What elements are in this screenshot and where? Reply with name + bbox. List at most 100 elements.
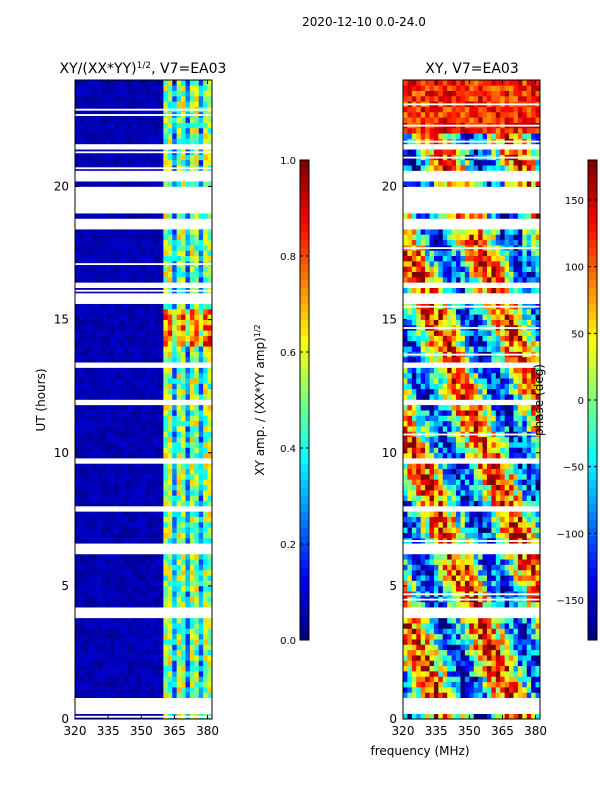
amp-heatmap-cell (145, 431, 151, 438)
amp-gap-row (75, 191, 212, 198)
amp-heatmap-cell (189, 660, 195, 667)
amp-heatmap-cell (167, 468, 173, 475)
amp-heatmap-cell (123, 277, 129, 283)
phase-heatmap-cell (460, 356, 466, 363)
amp-heatmap-cell (88, 80, 93, 86)
amp-heatmap-cell (101, 479, 107, 486)
phase-heatmap-cell (509, 511, 514, 517)
amp-heatmap-cell (181, 420, 186, 427)
amp-heatmap-cell (163, 474, 169, 480)
phase-heatmap-cell (509, 639, 514, 645)
amp-heatmap-cell (163, 564, 169, 571)
amp-heatmap-cell (97, 436, 102, 443)
amp-heatmap-cell (132, 314, 138, 320)
phase-heatmap-cell (416, 676, 421, 683)
amp-heatmap-cell (145, 633, 151, 640)
amp-heatmap-cell (88, 442, 93, 448)
phase-heatmap-cell (478, 639, 483, 645)
phase-heatmap-cell (442, 447, 448, 454)
amp-heatmap-cell (172, 308, 177, 315)
phase-heatmap-cell (495, 388, 501, 395)
phase-heatmap-cell (442, 655, 448, 661)
amp-heatmap-cell (79, 495, 85, 501)
amp-colorbar-swatch (300, 632, 309, 641)
amp-heatmap-cell (110, 687, 116, 693)
phase-heatmap-cell (486, 468, 492, 475)
phase-heatmap-cell (478, 420, 483, 427)
amp-heatmap-cell (83, 404, 89, 411)
amp-heatmap-cell (92, 410, 98, 416)
amp-heatmap-cell (114, 308, 120, 315)
phase-heatmap-cell (486, 463, 492, 470)
phase-heatmap-cell (464, 415, 470, 422)
amp-heatmap-cell (88, 601, 93, 608)
amp-heatmap-cell (128, 452, 133, 459)
amp-heatmap-cell (123, 335, 129, 342)
phase-heatmap-cell (509, 687, 514, 693)
amp-heatmap-cell (97, 271, 102, 278)
amp-heatmap-cell (105, 553, 111, 560)
amp-heatmap-cell (83, 532, 89, 539)
phase-heatmap-cell (416, 649, 421, 656)
amp-heatmap-cell (119, 681, 124, 688)
phase-heatmap-cell (407, 452, 413, 459)
phase-heatmap-cell (429, 436, 435, 443)
phase-heatmap-cell (491, 394, 497, 400)
amp-heatmap-cell (194, 681, 200, 688)
phase-heatmap-cell (429, 575, 435, 581)
phase-heatmap-cell (509, 479, 514, 486)
amp-heatmap-cell (158, 639, 164, 645)
amp-heatmap-cell (194, 596, 200, 603)
amp-heatmap-cell (198, 383, 204, 390)
amp-heatmap-cell (203, 415, 208, 422)
phase-heatmap-cell (513, 564, 519, 571)
amp-heatmap-cell (75, 239, 80, 246)
amp-colorbar-tick-label: 0.8 (280, 252, 296, 263)
phase-heatmap-cell (500, 394, 505, 400)
amp-heatmap-cell (123, 442, 129, 448)
phase-heatmap-cell (438, 601, 444, 608)
phase-heatmap-cell (464, 463, 470, 470)
amp-heatmap-cell (88, 564, 93, 571)
phase-heatmap-cell (522, 569, 528, 576)
amp-heatmap-cell (128, 383, 133, 390)
phase-heatmap-cell (522, 585, 528, 592)
phase-heatmap-cell (456, 564, 461, 571)
phase-heatmap-cell (403, 511, 408, 517)
amp-heatmap-cell (154, 649, 160, 656)
amp-heatmap-cell (119, 484, 124, 491)
amp-heatmap-cell (128, 234, 133, 241)
amp-heatmap-cell (198, 122, 204, 129)
amp-heatmap-cell (194, 415, 200, 422)
amp-heatmap-cell (110, 655, 116, 661)
phase-heatmap-cell (535, 426, 541, 432)
amp-heatmap-cell (145, 122, 151, 129)
amp-heatmap-cell (150, 431, 155, 438)
amp-heatmap-cell (167, 80, 173, 86)
amp-heatmap-cell (207, 367, 213, 374)
amp-heatmap-cell (75, 665, 80, 672)
amp-heatmap-cell (92, 628, 98, 635)
phase-heatmap-cell (433, 660, 439, 667)
amp-heatmap-cell (203, 127, 208, 134)
phase-heatmap-cell (460, 447, 466, 454)
amp-heatmap-cell (114, 234, 120, 241)
phase-heatmap-cell (500, 426, 505, 432)
amp-heatmap-cell (203, 490, 208, 496)
phase-heatmap-cell (425, 623, 430, 629)
amp-heatmap-cell (141, 628, 147, 635)
amp-heatmap-cell (189, 420, 195, 427)
amp-heatmap-cell (189, 394, 195, 400)
phase-heatmap-cell (517, 681, 523, 688)
amp-heatmap-cell (176, 234, 182, 241)
amp-heatmap-cell (185, 655, 191, 661)
amp-heatmap-cell (79, 537, 85, 544)
phase-heatmap-cell (500, 484, 505, 491)
phase-heatmap-cell (526, 639, 532, 645)
amp-heatmap-cell (83, 596, 89, 603)
phase-heatmap-cell (535, 388, 541, 395)
amp-heatmap-cell (105, 127, 111, 134)
amp-heatmap-cell (105, 532, 111, 539)
amp-heatmap-cell (141, 138, 147, 145)
amp-heatmap-cell (176, 255, 182, 262)
